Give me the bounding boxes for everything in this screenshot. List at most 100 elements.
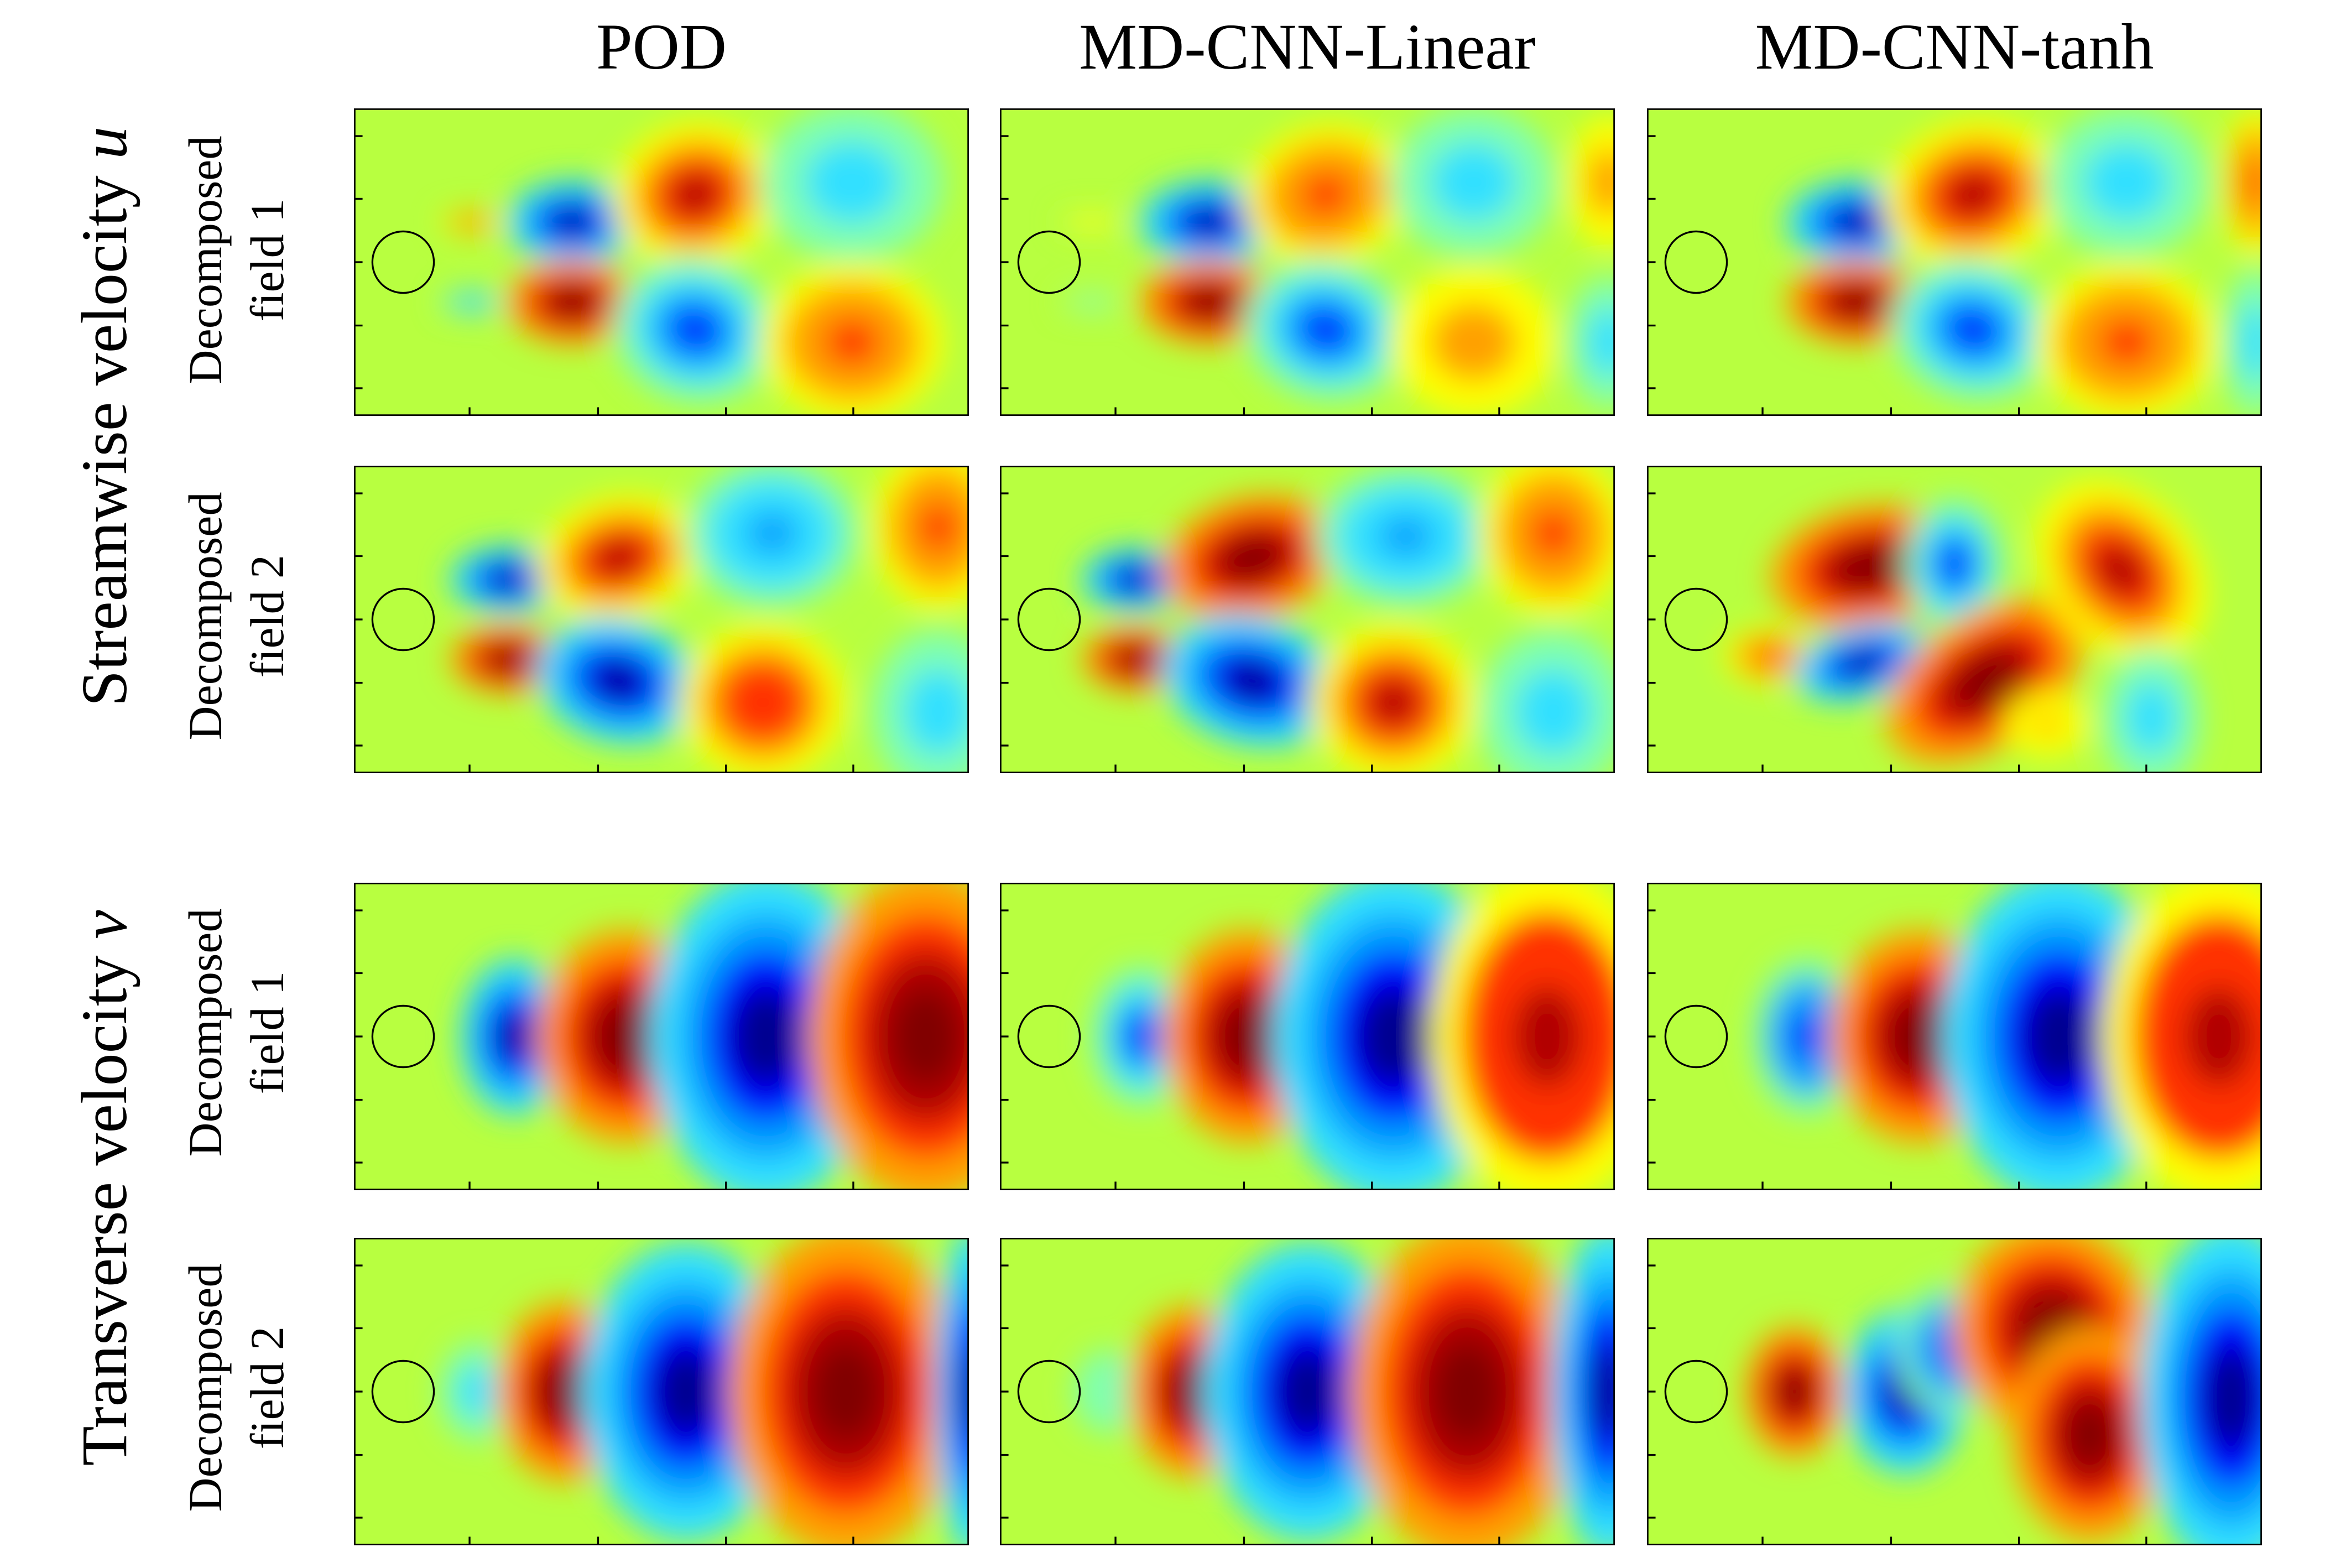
- field-blob: [543, 1364, 583, 1419]
- group-label-transverse: Transverse velocity v: [68, 910, 140, 1466]
- field-blob: [1842, 650, 1883, 675]
- field-blob: [952, 1306, 969, 1477]
- field-blob: [1432, 1341, 1502, 1442]
- field-blob: [1119, 649, 1151, 670]
- field-blob: [1082, 299, 1102, 305]
- panel-u-field-1-md-cnn-linear: [1000, 108, 1615, 416]
- cylinder-outline: [1017, 230, 1081, 294]
- field-blob: [1531, 687, 1576, 737]
- panel-v-field-2-md-cnn-tanh: [1647, 1238, 2262, 1545]
- panel-v-field-1-md-cnn-tanh: [1647, 883, 2262, 1190]
- cylinder-outline: [371, 230, 435, 294]
- field-plot: [1000, 466, 1615, 773]
- field-blob: [2204, 1346, 2259, 1450]
- field-blob: [552, 289, 592, 315]
- field-blob: [2034, 714, 2060, 734]
- cylinder-outline: [1017, 587, 1081, 652]
- field-blob: [594, 539, 643, 577]
- field-blob: [1172, 1366, 1209, 1418]
- cylinder-outline: [371, 587, 435, 652]
- field-blob: [1756, 648, 1784, 665]
- field-blob: [1513, 986, 1582, 1087]
- field-plot: [1000, 108, 1615, 416]
- panel-v-field-2-md-cnn-linear: [1000, 1238, 1615, 1545]
- field-blob: [891, 987, 961, 1086]
- field-blob: [1119, 569, 1151, 590]
- field-blob: [1221, 1004, 1271, 1069]
- cylinder-outline: [1017, 1359, 1081, 1424]
- field-blob: [1127, 1015, 1156, 1058]
- field-blob: [1082, 219, 1102, 226]
- field-blob: [1301, 173, 1351, 216]
- field-blob: [2095, 543, 2146, 597]
- field-blob: [498, 1013, 530, 1060]
- field-blob: [1276, 1347, 1338, 1436]
- field-blob: [2099, 319, 2154, 366]
- field-blob: [1835, 209, 1877, 235]
- group-label-streamwise: Streamwise velocity u: [68, 126, 140, 707]
- field-blob: [490, 569, 525, 590]
- panel-v-field-2-pod: [354, 1238, 969, 1545]
- field-blob: [462, 299, 482, 306]
- field-blob: [1225, 539, 1279, 577]
- field-blob: [961, 1344, 969, 1439]
- field-blob: [594, 661, 643, 700]
- field-blob: [655, 1347, 717, 1436]
- field-blob: [1188, 209, 1230, 235]
- field-blob: [1378, 515, 1433, 558]
- field-plot: [1647, 466, 2262, 773]
- field-blob: [490, 649, 525, 670]
- panel-v-field-1-md-cnn-linear: [1000, 883, 1615, 1190]
- field-blob: [738, 679, 788, 726]
- field-blob: [462, 218, 482, 226]
- field-blob: [1369, 679, 1419, 726]
- field-blob: [1591, 1342, 1615, 1441]
- field-blob: [466, 1377, 488, 1406]
- field-blob: [1780, 1372, 1810, 1411]
- panel-v-field-1-pod: [354, 883, 969, 1190]
- field-blob: [2136, 697, 2166, 739]
- field-blob: [1891, 1004, 1943, 1069]
- column-title-md-cnn-linear: MD-CNN-Linear: [1079, 11, 1536, 83]
- field-blob: [1531, 508, 1576, 558]
- row-label-u-field-2: Decomposed field 2: [179, 492, 294, 741]
- field-plot: [354, 883, 969, 1190]
- panel-u-field-2-md-cnn-tanh: [1647, 466, 2262, 773]
- field-blob: [1097, 1379, 1118, 1404]
- field-blob: [2102, 160, 2151, 205]
- field-plot: [1647, 883, 2262, 1190]
- field-blob: [671, 308, 720, 352]
- field-blob: [825, 319, 879, 366]
- field-blob: [2246, 160, 2262, 205]
- cylinder-outline: [1664, 1004, 1728, 1069]
- field-blob: [731, 987, 801, 1086]
- field-blob: [1225, 661, 1279, 701]
- field-plot: [1000, 883, 1615, 1190]
- field-blob: [918, 502, 958, 552]
- field-blob: [2024, 987, 2094, 1086]
- cylinder-outline: [1664, 1359, 1728, 1424]
- panel-u-field-1-md-cnn-tanh: [1647, 108, 2262, 416]
- cylinder-outline: [1664, 230, 1728, 294]
- row-label-u-field-1: Decomposed field 1: [179, 136, 294, 384]
- cylinder-outline: [371, 1359, 435, 1424]
- field-blob: [746, 511, 798, 556]
- cylinder-outline: [1664, 587, 1728, 652]
- cylinder-outline: [371, 1004, 435, 1069]
- field-blob: [1956, 656, 2015, 706]
- field-blob: [1948, 309, 1998, 351]
- field-blob: [1448, 320, 1498, 364]
- field-blob: [2246, 320, 2262, 364]
- field-blob: [1301, 309, 1351, 351]
- field-plot: [354, 108, 969, 416]
- field-blob: [2066, 1403, 2113, 1467]
- field-blob: [918, 687, 958, 737]
- field-plot: [1000, 1238, 1615, 1545]
- row-label-v-field-2: Decomposed field 2: [179, 1263, 294, 1512]
- field-blob: [1596, 162, 1615, 202]
- cylinder-outline: [1017, 1004, 1081, 1069]
- field-blob: [2184, 987, 2254, 1086]
- field-plot: [1647, 108, 2262, 416]
- field-plot: [354, 1238, 969, 1545]
- field-blob: [811, 1342, 880, 1441]
